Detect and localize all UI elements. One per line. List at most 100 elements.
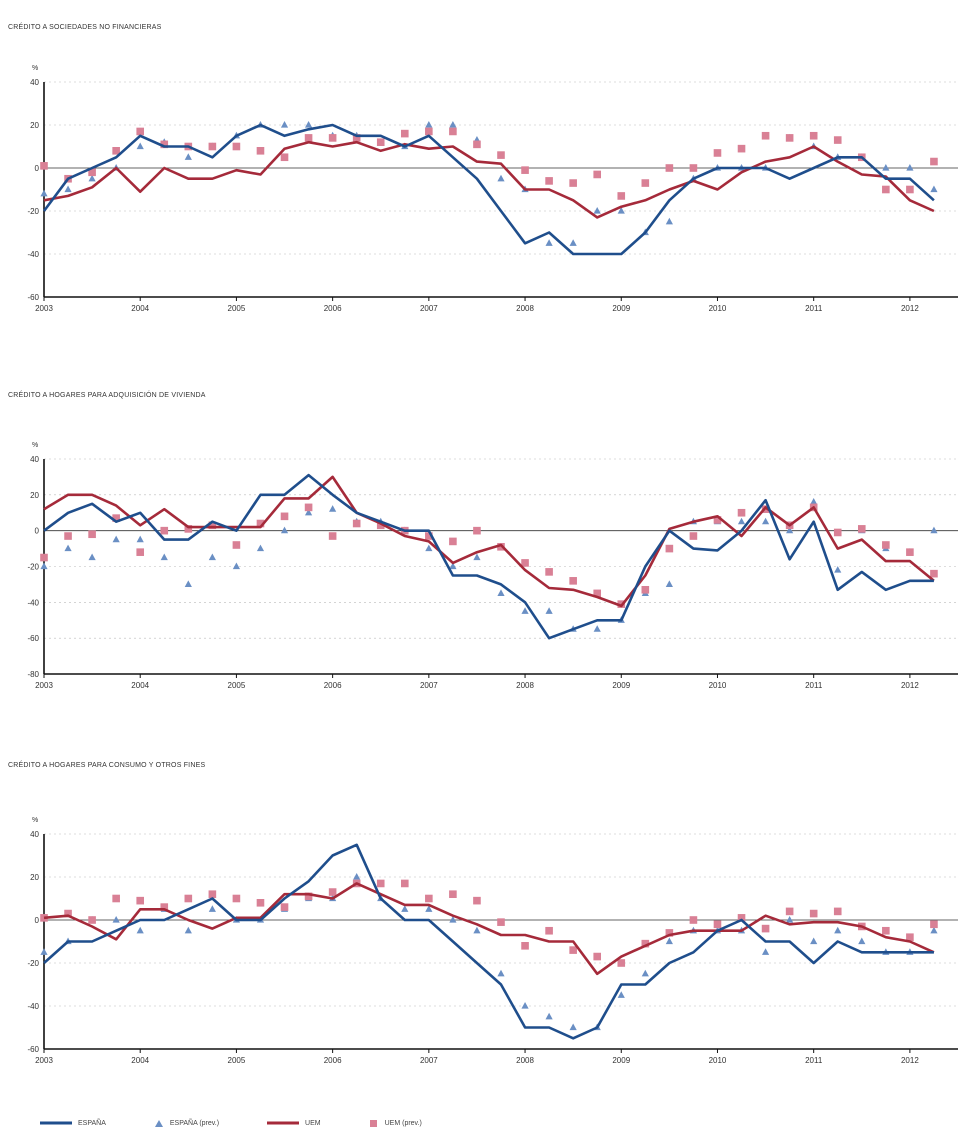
chart-1-point-uem-prev	[304, 134, 313, 142]
chart-2-point-uem-prev	[545, 568, 553, 576]
chart-1-point-uem-prev	[208, 142, 217, 151]
chart-1-point-uem-prev	[136, 127, 145, 136]
chart-2-point-uem-prev	[184, 525, 193, 533]
chart-2-point-espana-prev	[593, 625, 601, 632]
chart-1-point-uem-prev	[617, 192, 626, 200]
legend-label-espana: ESPAÑA	[78, 1119, 106, 1127]
chart-3-point-uem-prev	[497, 918, 505, 926]
chart-2: -80 -60 -40 -20 0 20 40% 2003 2004 2005 2006 2007 20…	[27, 442, 958, 690]
chart-2-point-uem-prev	[449, 537, 457, 546]
chart-2-ytick-label: -20	[27, 563, 39, 572]
chart-1-ytick-label: 40	[30, 78, 39, 87]
chart-1-series-espana	[42, 123, 935, 256]
chart-3-point-uem-prev	[617, 959, 626, 967]
chart-3-point-uem-prev	[449, 890, 457, 898]
chart-1-ytick-label: 0	[35, 164, 40, 173]
chart-1-xtick-label: 2007	[420, 304, 438, 313]
chart-2-point-espana-prev	[545, 607, 553, 614]
chart-1-xtick-label: 2012	[901, 304, 919, 313]
chart-1-point-espana-prev	[88, 174, 96, 182]
chart-2-title: CRÉDITO A HOGARES PARA ADQUISICIÓN DE VI…	[8, 392, 206, 399]
chart-2-point-uem-prev	[425, 532, 433, 540]
chart-1-point-uem-prev	[809, 131, 818, 140]
chart-3-point-uem-prev	[761, 924, 770, 933]
chart-2-point-uem-prev	[665, 544, 674, 553]
legend-label-espana-prev: ESPAÑA (prev.)	[169, 1119, 220, 1127]
chart-1-point-uem-prev	[521, 166, 529, 174]
chart-2-point-uem-prev	[713, 516, 722, 524]
chart-1-point-espana-prev	[930, 185, 938, 193]
chart-1-point-uem-prev	[256, 147, 265, 155]
chart-2-point-espana-prev	[761, 517, 770, 525]
chart-2-point-espana-prev	[208, 553, 216, 561]
legend-item-espana: ESPAÑA	[40, 1119, 106, 1127]
chart-3-point-uem-prev	[88, 916, 96, 924]
chart-2-point-espana-prev	[449, 562, 457, 570]
chart-2-ytick-label: -40	[27, 598, 39, 607]
chart-2-point-uem-prev	[136, 548, 145, 556]
chart-3-point-espana-prev	[184, 926, 192, 934]
chart-1-point-uem-prev	[232, 142, 241, 151]
legend: ESPAÑA ESPAÑA (prev.) UEM UEM (prev.)	[40, 1116, 470, 1130]
chart-2-xtick-label: 2003	[35, 681, 53, 690]
chart-3-xtick-label: 2003	[35, 1056, 53, 1065]
chart-2-point-uem-prev	[352, 519, 361, 528]
chart-3-point-espana-prev	[641, 969, 649, 977]
chart-3-point-uem-prev	[906, 933, 914, 941]
chart-2-point-uem-prev	[328, 532, 337, 540]
chart-2-point-uem-prev	[208, 521, 217, 530]
chart-1-point-espana-prev	[569, 239, 577, 246]
chart-1-point-espana-prev	[184, 153, 192, 160]
chart-3-point-espana-prev	[473, 926, 481, 934]
legend-label-uem: UEM	[305, 1119, 321, 1127]
chart-2-point-espana-prev	[40, 562, 48, 570]
chart-1-xtick-label: 2008	[516, 304, 534, 313]
chart-3-point-uem-prev	[136, 896, 145, 905]
chart-1-point-uem-prev	[906, 185, 914, 194]
chart-2-xtick-label: 2004	[131, 681, 149, 690]
chart-3-series-espana	[43, 843, 934, 1040]
chart-2-point-uem-prev	[88, 530, 96, 539]
chart-2-point-espana-prev	[521, 607, 529, 614]
chart-3-ytick-label: -40	[27, 1002, 39, 1011]
chart-3-point-espana-prev	[40, 948, 48, 955]
chart-3-point-espana-prev	[208, 905, 216, 912]
chart-2-series-uem	[43, 475, 935, 608]
chart-1-point-uem-prev	[833, 136, 842, 144]
chart-2-point-espana-prev	[786, 526, 794, 534]
legend-item-uem-prev: UEM (prev.)	[369, 1119, 422, 1127]
chart-3-point-espana-prev	[401, 905, 409, 912]
chart-2-point-espana-prev	[473, 553, 481, 561]
chart-1-ylabel: %	[32, 65, 38, 72]
chart-2-point-uem-prev	[160, 526, 169, 535]
chart-3-point-uem-prev	[665, 929, 674, 937]
chart-3-point-uem-prev	[425, 894, 433, 903]
chart-2-xtick-label: 2006	[324, 681, 342, 690]
chart-1-point-espana-prev	[40, 189, 48, 197]
chart-2-ytick-label: 40	[30, 455, 39, 464]
chart-2-point-uem-prev	[473, 526, 481, 535]
chart-1-point-uem-prev	[88, 168, 96, 177]
chart-1-point-espana-prev	[64, 185, 72, 193]
chart-2-ytick-label: 0	[35, 527, 40, 536]
chart-2-point-espana-prev	[88, 553, 96, 561]
chart-1-point-uem-prev	[689, 164, 698, 172]
chart-2-xtick-label: 2009	[612, 681, 630, 690]
chart-2-point-espana-prev	[232, 562, 241, 570]
chart-3-point-uem-prev	[112, 894, 120, 903]
chart-2-point-uem-prev	[280, 512, 289, 521]
chart-1-point-uem-prev	[425, 127, 433, 136]
chart-2-point-uem-prev	[232, 541, 241, 549]
chart-1-point-uem-prev	[785, 134, 794, 142]
chart-3-point-espana-prev	[545, 1012, 553, 1020]
chart-2-xtick-label: 2011	[805, 681, 823, 690]
chart-1-point-espana-prev	[665, 217, 673, 225]
chart-1-point-uem-prev	[40, 162, 48, 170]
chart-3-xtick-label: 2006	[324, 1056, 342, 1065]
chart-3-series-uem	[43, 882, 935, 976]
chart-2-point-espana-prev	[329, 505, 337, 512]
chart-3-xtick-label: 2005	[228, 1056, 246, 1065]
chart-3-point-espana-prev	[353, 873, 361, 880]
chart-2-point-espana-prev	[136, 535, 144, 543]
chart-1-point-espana-prev	[906, 164, 914, 171]
